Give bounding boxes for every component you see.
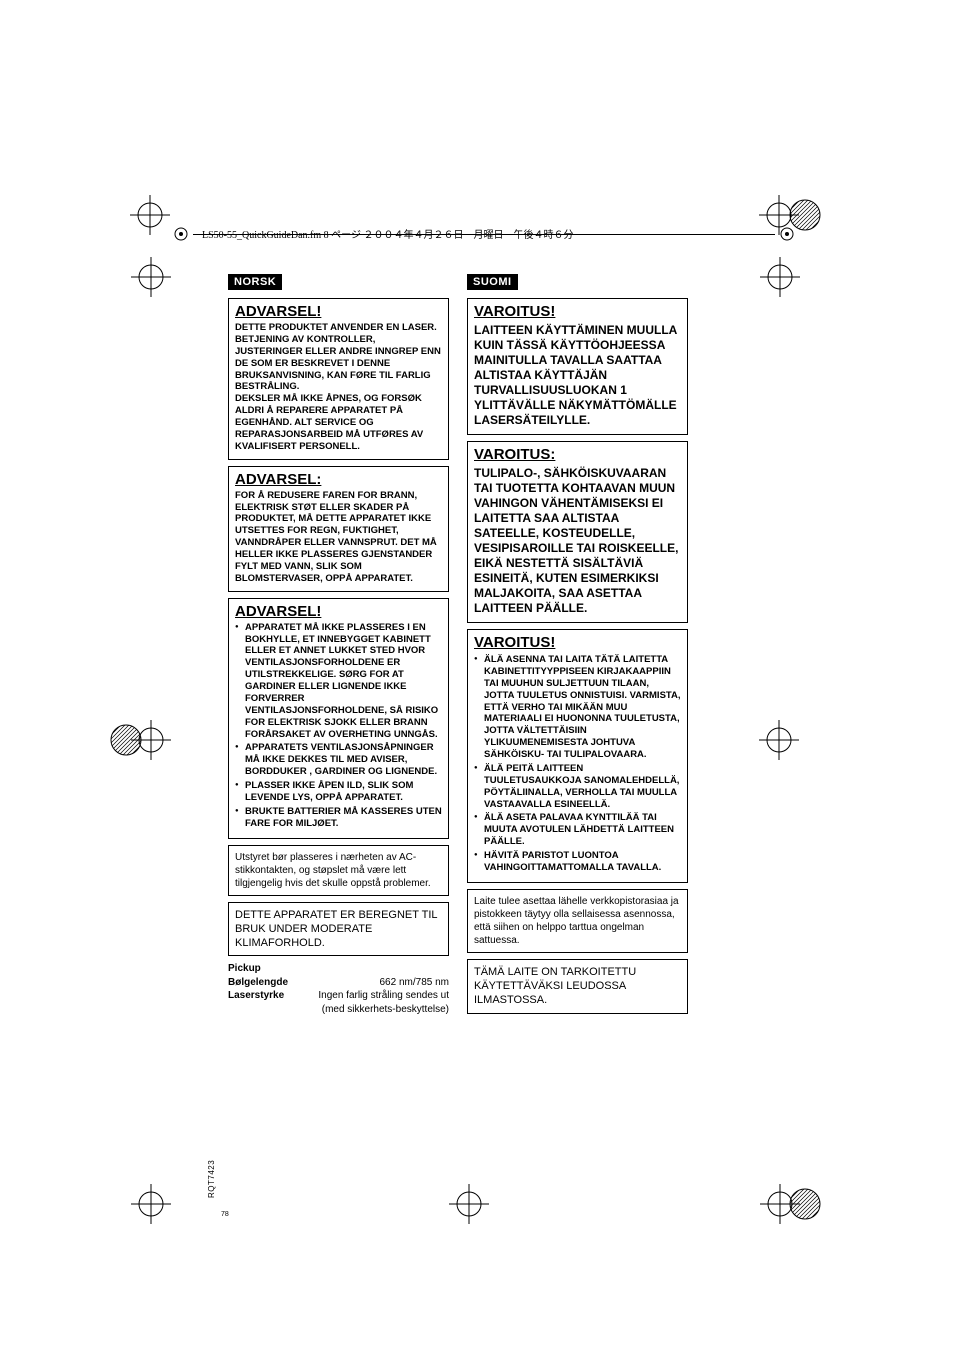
warning-title: ADVARSEL: [235,471,442,488]
hatchmark-bottom-right [785,1184,825,1224]
side-code: RQT7423 [207,1160,216,1198]
warning-title: ADVARSEL! [235,303,442,320]
warning-box-1: ADVARSEL! DETTE PRODUKTET ANVENDER EN LA… [228,298,449,460]
warning-box-2: ADVARSEL: FOR Å REDUSERE FAREN FOR BRANN… [228,466,449,592]
note-box-placement: Laite tulee asettaa lähelle verkkopistor… [467,889,688,953]
lang-tag-norsk: NORSK [228,274,282,290]
regmark-upper-right [760,257,800,297]
page-header-filename: LS50-55_QuickGuideDan.fm 8 ページ ２００４年４月２６… [202,226,573,241]
warning-title: VAROITUS! [474,303,681,320]
note-box-climate: DETTE APPARATET ER BEREGNET TIL BRUK UND… [228,902,449,957]
warning-bullets: APPARATET MÅ IKKE PLASSERES I EN BOKHYLL… [235,622,442,830]
bullet-item: APPARATET MÅ IKKE PLASSERES I EN BOKHYLL… [235,622,442,741]
specs-laser-value2: (med sikkerhets-beskyttelse) [322,1003,449,1017]
note-box-placement: Utstyret bør plasseres i nærheten av AC-… [228,845,449,896]
specs-laser-label: Laserstyrke [228,989,284,1003]
warning-body: DETTE PRODUKTET ANVENDER EN LASER. BETJE… [235,322,442,453]
warning-box-1: VAROITUS! LAITTEEN KÄYTTÄMINEN MUULLA KU… [467,298,688,435]
specs-wavelength-label: Bølgelengde [228,976,288,990]
specs-wavelength-value: 662 nm/785 nm [380,976,450,990]
warning-title: ADVARSEL! [235,603,442,620]
bullet-item: APPARATETS VENTILASJONSÅPNINGER MÅ IKKE … [235,742,442,778]
regmark-bottom-center [449,1184,489,1224]
bullet-item: ÄLÄ ASETA PALAVAA KYNTTILÄÄ TAI MUUTA AV… [474,812,681,848]
content-columns: NORSK ADVARSEL! DETTE PRODUKTET ANVENDER… [228,272,688,1016]
pickup-specs: Pickup Bølgelengde 662 nm/785 nm Laserst… [228,962,449,1016]
regmark-upper-left [131,257,171,297]
column-suomi: SUOMI VAROITUS! LAITTEEN KÄYTTÄMINEN MUU… [467,272,688,1016]
warning-body: TULIPALO-, SÄHKÖISKUVAARAN TAI TUOTETTA … [474,466,681,616]
bullet-item: BRUKTE BATTERIER MÅ KASSERES UTEN FARE F… [235,806,442,830]
warning-title: VAROITUS! [474,634,681,651]
note-box-climate: TÄMÄ LAITE ON TARKOITETTU KÄYTETTÄVÄKSI … [467,959,688,1014]
bullet-item: HÄVITÄ PARISTOT LUONTOA VAHINGOITTAMATTO… [474,850,681,874]
warning-body: LAITTEEN KÄYTTÄMINEN MUULLA KUIN TÄSSÄ K… [474,323,681,428]
specs-title: Pickup [228,962,449,976]
warning-body: FOR Å REDUSERE FAREN FOR BRANN, ELEKTRIS… [235,490,442,585]
lang-tag-suomi: SUOMI [467,274,518,290]
warning-bullets: ÄLÄ ASENNA TAI LAITA TÄTÄ LAITETTA KABIN… [474,654,681,874]
regmark-mid-right [759,720,799,760]
warning-box-3: VAROITUS! ÄLÄ ASENNA TAI LAITA TÄTÄ LAIT… [467,629,688,883]
warning-box-3: ADVARSEL! APPARATET MÅ IKKE PLASSERES I … [228,598,449,839]
hatchmark-mid-left [106,720,146,760]
bullet-item: PLASSER IKKE ÅPEN ILD, SLIK SOM LEVENDE … [235,780,442,804]
page-number: 78 [221,1211,229,1218]
column-norsk: NORSK ADVARSEL! DETTE PRODUKTET ANVENDER… [228,272,449,1016]
bullet-item: ÄLÄ ASENNA TAI LAITA TÄTÄ LAITETTA KABIN… [474,654,681,761]
warning-title: VAROITUS: [474,446,681,463]
regmark-top-left [130,195,170,235]
bullet-item: ÄLÄ PEITÄ LAITTEEN TUULETUSAUKKOJA SANOM… [474,763,681,811]
regmark-bottom-left [131,1184,171,1224]
specs-laser-value: Ingen farlig stråling sendes ut [318,989,449,1003]
warning-box-2: VAROITUS: TULIPALO-, SÄHKÖISKUVAARAN TAI… [467,441,688,623]
